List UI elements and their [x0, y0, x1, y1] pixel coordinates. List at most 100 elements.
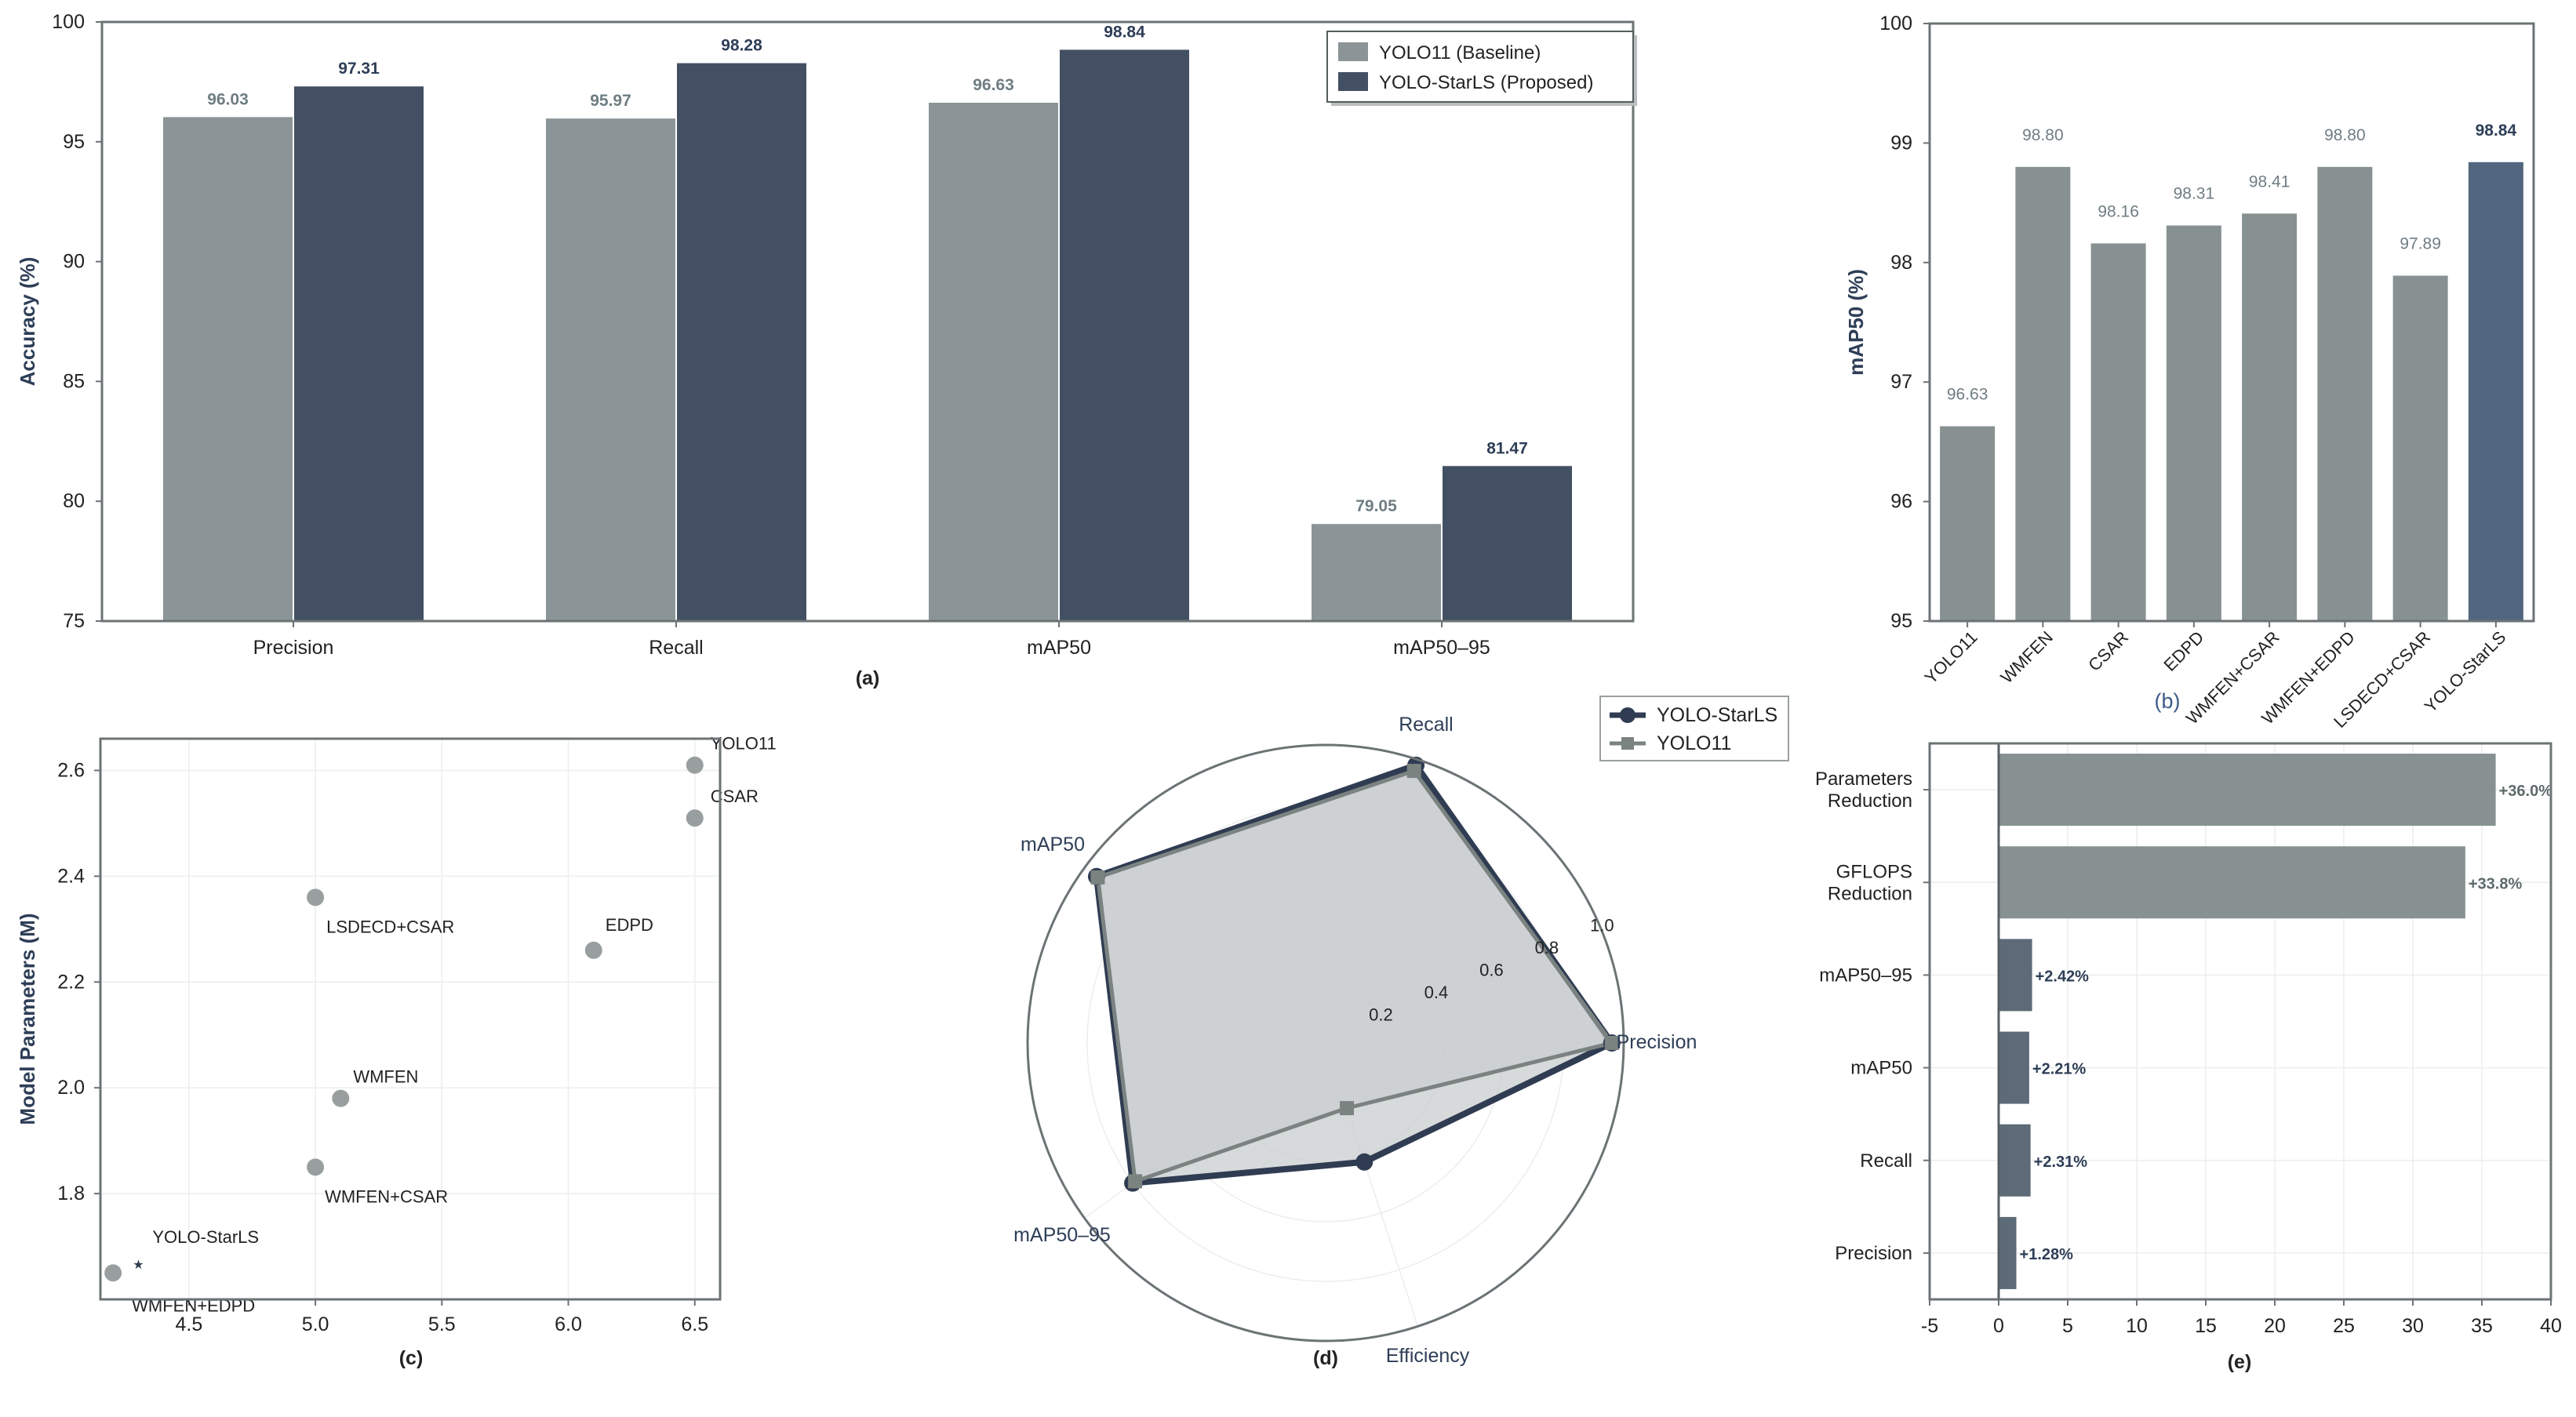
x-tick-label: 35: [2471, 1315, 2493, 1337]
legend-marker-yolo11: [1621, 737, 1634, 750]
radar-tick-label: 0.6: [1479, 961, 1504, 980]
plot-frame: [1928, 742, 2552, 1301]
bar-value-label: 97.89: [2400, 235, 2441, 253]
radar-tick-label: 1.0: [1590, 916, 1614, 936]
x-tick-label: WMFEN: [1996, 627, 2056, 687]
legend-label: YOLO-StarLS (Proposed): [1379, 72, 1593, 93]
x-tick-label: 4.5: [175, 1313, 202, 1335]
y-tick-label: 85: [63, 370, 85, 392]
scatter-point: [307, 888, 325, 907]
y-tick-label: 100: [52, 11, 85, 33]
bar-value-label: +1.28%: [2020, 1246, 2074, 1263]
y-tick-label: mAP50–95: [1819, 965, 1912, 986]
panel-caption: (d): [1313, 1347, 1338, 1369]
x-tick-label: 5: [2062, 1315, 2073, 1337]
plot-frame: [100, 20, 1635, 623]
bar-value-label: 98.28: [721, 37, 762, 55]
bar-value-label: +2.31%: [2034, 1154, 2088, 1171]
bar-ablation: [2166, 225, 2221, 621]
bar-ablation: [2015, 166, 2071, 621]
bar-baseline: [929, 102, 1058, 622]
x-tick-label: 15: [2195, 1315, 2217, 1337]
point-label: LSDECD+CSAR: [326, 917, 454, 936]
y-tick-label: 95: [63, 131, 85, 153]
y-tick-label: 90: [63, 251, 85, 273]
bar-value-label: +2.21%: [2032, 1061, 2087, 1078]
scatter-point: [332, 1089, 350, 1107]
panel-a-bar-chart: 75 80 85 90 95 100 96.03 97.31 Precision 95.97 98.…: [16, 11, 1637, 689]
y-tick-label: 75: [63, 610, 85, 632]
y-tick-label: Reduction: [1828, 883, 1912, 904]
radar-marker-yolo11: [1406, 764, 1421, 779]
bar-value-label: 97.31: [338, 60, 380, 78]
y-tick-label: 95: [1890, 610, 1912, 632]
legend-marker-starls: [1620, 707, 1635, 723]
bar-improvement: [1999, 939, 2032, 1012]
x-tick-label: 0: [1993, 1315, 2004, 1337]
point-label: WMFEN+CSAR: [325, 1186, 448, 1206]
scatter-point: [307, 1158, 325, 1176]
bar-value-label: 98.80: [2022, 126, 2064, 144]
scatter-point-star: ★: [133, 1259, 144, 1272]
panel-caption: (b): [2155, 689, 2181, 713]
panel-caption: (a): [856, 667, 880, 689]
x-tick-label: YOLO-StarLS: [2421, 627, 2510, 717]
panel-e-improvement-chart: -5 0 5 10 15 20 25 30 35 40+36.0%ParametersReduct…: [1815, 742, 2562, 1373]
bar-value-label: 98.84: [2476, 122, 2517, 140]
y-tick-label: 2.2: [57, 971, 85, 993]
legend-label: YOLO-StarLS: [1657, 704, 1777, 726]
bar-value-label: 98.80: [2324, 126, 2366, 144]
y-axis-label: Model Parameters (M): [16, 913, 39, 1125]
bar-proposed: [294, 86, 424, 621]
point-label: CSAR: [711, 787, 759, 806]
bar-improvement: [1999, 1124, 2031, 1197]
bar-ablation: [2392, 275, 2448, 621]
panel-d-radar-chart: 0.2 0.4 0.6 0.8 1.0 Precision Recall mAP50 mAP50…: [1013, 696, 1789, 1369]
radar-series-yolo11: [1095, 768, 1614, 1183]
legend-box: [1326, 31, 1634, 103]
bar-ablation: [2242, 213, 2298, 621]
radar-tick-label: 0.4: [1424, 983, 1449, 1002]
y-tick-label: Reduction: [1828, 790, 1912, 812]
bar-value-label: +36.0%: [2499, 783, 2553, 800]
x-tick-label: 6.5: [681, 1313, 708, 1335]
panel-caption: (e): [2228, 1351, 2252, 1373]
bar-value-label: 96.03: [207, 90, 249, 108]
legend-swatch: [1338, 72, 1368, 91]
legend-box: [1599, 696, 1789, 761]
bar-reduction: [1999, 754, 2496, 827]
x-tick-label: mAP50–95: [1393, 637, 1490, 659]
y-axis-label: mAP50 (%): [1844, 269, 1868, 376]
y-tick-label: 2.4: [57, 865, 85, 887]
bar-baseline: [163, 117, 293, 622]
radar-axis-label: mAP50: [1021, 834, 1085, 856]
bar-ablation: [2317, 166, 2373, 621]
bar-value-label: 98.31: [2174, 185, 2215, 203]
bar-proposed: [1060, 49, 1189, 622]
y-tick-label: 96: [1890, 491, 1912, 513]
legend-swatch: [1338, 42, 1368, 61]
y-tick-label: 1.8: [57, 1183, 85, 1204]
bar-baseline: [546, 118, 675, 621]
x-tick-label: CSAR: [2084, 627, 2132, 675]
y-tick-label: 98: [1890, 252, 1912, 274]
radar-axis-label: mAP50–95: [1013, 1224, 1111, 1246]
bar-baseline: [1312, 524, 1441, 621]
y-tick-label: 97: [1890, 371, 1912, 393]
legend-label: YOLO11: [1657, 732, 1731, 754]
radar-marker-starls: [1355, 1153, 1374, 1171]
bar-value-label: 98.84: [1104, 23, 1145, 41]
x-tick-label: Precision: [253, 637, 334, 659]
bar-proposed: [677, 63, 806, 621]
legend-label: YOLO11 (Baseline): [1379, 42, 1541, 64]
bar-value-label: 96.63: [973, 76, 1014, 94]
point-label: YOLO-StarLS: [152, 1227, 259, 1247]
y-tick-label: 2.0: [57, 1077, 85, 1099]
point-label: WMFEN: [353, 1067, 418, 1087]
x-tick-label: -5: [1921, 1315, 1938, 1337]
radar-axis-label: Efficiency: [1386, 1345, 1470, 1367]
point-label: YOLO11: [711, 734, 777, 754]
bar-improvement: [1999, 1031, 2029, 1104]
y-tick-label: mAP50: [1850, 1058, 1912, 1079]
bar-reduction: [1999, 846, 2465, 919]
